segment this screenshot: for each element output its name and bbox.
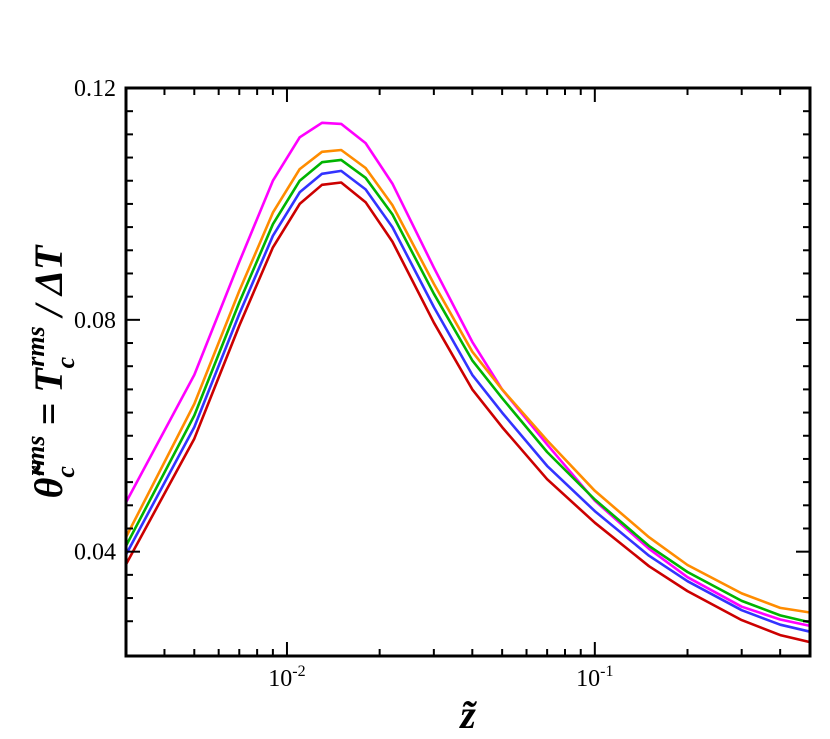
y-axis-title-rhs-sup: rms <box>21 326 50 366</box>
x-tick-label-base: 10 <box>268 666 292 692</box>
y-axis-title-lhs-sub: c <box>51 466 80 478</box>
y-axis-title-rhs-sub: c <box>51 356 80 368</box>
series-line-2 <box>124 148 812 614</box>
y-axis-title-eq: = <box>26 393 71 436</box>
y-axis-title-tail: / ΔT <box>26 244 71 326</box>
y-tick-label: 0.12 <box>74 76 116 102</box>
y-tick-label: 0.08 <box>74 308 116 334</box>
series-line-3 <box>124 158 812 624</box>
y-axis-title-lhs-sup: rms <box>21 436 50 476</box>
x-tick-label-exponent: -2 <box>292 663 305 680</box>
series-line-4 <box>124 169 812 634</box>
y-axis-title-rhs: T <box>26 367 71 393</box>
series-line-5 <box>124 181 812 644</box>
svg-text:θ̃crms = Tcrms / ΔT: θ̃crms = Tcrms / ΔT <box>21 244 80 498</box>
y-axis-title: θ̃crms = Tcrms / ΔT <box>21 244 80 498</box>
plot-frame <box>124 86 812 658</box>
x-tick-label: 10-1 <box>576 663 613 692</box>
x-axis-title: z̃ <box>458 692 478 737</box>
x-tick-label-exponent: -1 <box>600 663 613 680</box>
series-line-1 <box>124 121 812 628</box>
y-tick-label: 0.04 <box>74 540 116 566</box>
x-tick-label: 10-2 <box>268 663 305 692</box>
series-layer <box>124 121 812 644</box>
x-tick-label-base: 10 <box>576 666 600 692</box>
